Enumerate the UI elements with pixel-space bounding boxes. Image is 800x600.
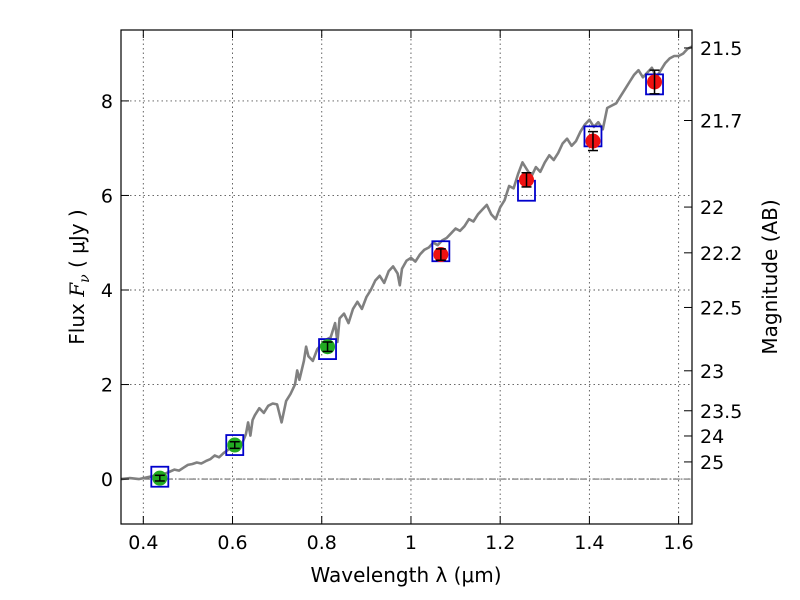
model-band-square <box>150 465 170 488</box>
x-tick-label: 0.6 <box>217 532 247 554</box>
mag-tick-label: 23.5 <box>700 401 742 423</box>
series-optical-photometry <box>152 339 336 486</box>
mag-tick-label: 25 <box>700 452 724 474</box>
mag-tick-label: 22.2 <box>700 243 742 265</box>
mag-tick-label: 23 <box>700 361 724 383</box>
x-tick-label: 0.8 <box>307 532 337 554</box>
x-tick-label: 1.6 <box>664 532 694 554</box>
model-band-square <box>318 338 337 360</box>
x-tick-label: 0.4 <box>128 532 158 554</box>
y-axis-label-prefix: Flux <box>65 297 89 345</box>
mag-tick-label: 21.7 <box>700 110 742 132</box>
right-axis-label: Magnitude (AB) <box>758 199 782 354</box>
model-band-square <box>225 434 245 456</box>
mag-tick-label: 24 <box>700 426 724 448</box>
y-tick-label: 2 <box>101 375 113 397</box>
mag-tick-label: 22.5 <box>700 297 742 319</box>
y-axis-label-subscript: ν <box>77 274 93 283</box>
y-tick-label: 6 <box>101 185 113 207</box>
axis-ticks: 0.4 0.6 0.8 1 1.2 1.4 1.60246821.521.72222.222… <box>101 30 742 554</box>
mag-tick-label: 21.5 <box>700 38 742 60</box>
y-axis-label-unit: ( μJy ) <box>65 209 89 274</box>
x-tick-label: 1 <box>405 532 417 554</box>
series-near-IR-photometry <box>433 69 663 263</box>
y-tick-label: 4 <box>101 280 113 302</box>
photometry-layer <box>150 69 664 488</box>
plot-frame <box>120 29 693 525</box>
x-axis-label: Wavelength λ (μm) <box>310 563 501 587</box>
y-axis-label-symbol: F <box>65 282 89 298</box>
y-axis-label: Flux Fν ( μJy ) <box>65 209 93 344</box>
mag-tick-label: 22 <box>700 197 724 219</box>
y-tick-label: 8 <box>101 91 113 113</box>
y-tick-label: 0 <box>101 469 113 491</box>
x-tick-label: 1.4 <box>574 532 604 554</box>
x-tick-label: 1.2 <box>485 532 515 554</box>
